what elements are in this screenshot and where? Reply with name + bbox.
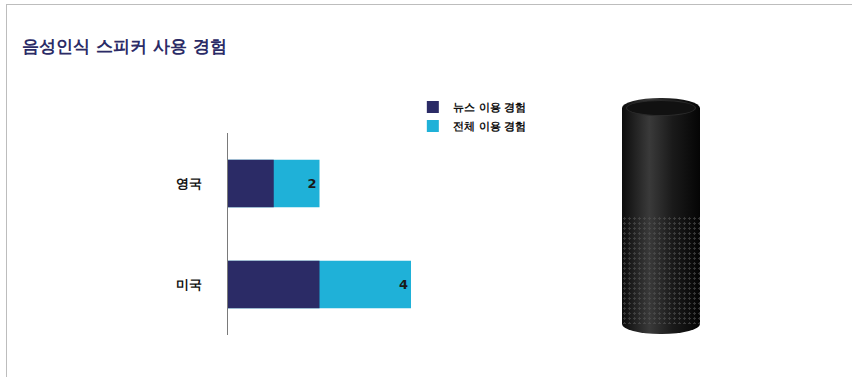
svg-text:영국: 영국 — [176, 176, 202, 191]
svg-text:2: 2 — [307, 176, 316, 191]
svg-text:음성인식 스피커 사용 경험: 음성인식 스피커 사용 경험 — [22, 36, 227, 56]
svg-text:4: 4 — [399, 277, 408, 292]
svg-text:전체 이용 경험: 전체 이용 경험 — [453, 120, 527, 133]
svg-text:뉴스 이용 경험: 뉴스 이용 경험 — [453, 101, 527, 114]
svg-text:미국: 미국 — [176, 277, 202, 292]
